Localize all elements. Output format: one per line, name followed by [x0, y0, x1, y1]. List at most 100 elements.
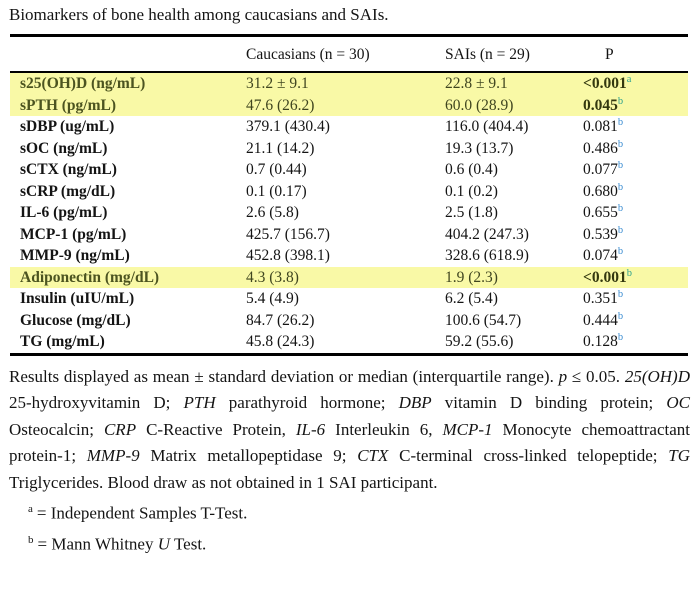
significance-test-superscript: b: [626, 267, 632, 279]
row-label: sOC (ng/mL): [20, 139, 108, 157]
caucasians-value: 0.1 (0.17): [246, 182, 307, 200]
sais-value: 60.0 (28.9): [445, 96, 514, 114]
abbreviation-term: CRP: [103, 419, 137, 439]
caucasians-value: 425.7 (156.7): [246, 225, 330, 243]
significance-test-superscript: b: [617, 310, 624, 322]
table-row: sPTH (pg/mL) 47.6 (26.2) 60.0 (28.9) 0.045b: [10, 94, 688, 116]
significance-test-superscript: b: [617, 245, 624, 257]
footnote-definitions: a = Independent Samples T-Test. b = Mann Wh…: [8, 496, 690, 557]
p-value: 0.486b: [583, 138, 624, 157]
abbreviation-term: 25(OH)D: [624, 366, 690, 386]
table-row: sDBP (ug/mL) 379.1 (430.4) 116.0 (404.4) 0.…: [10, 116, 688, 138]
table-footnote: Results displayed as mean ± standard dev…: [9, 364, 690, 497]
sais-value: 59.2 (55.6): [445, 333, 514, 350]
table-row: MMP-9 (ng/mL) 452.8 (398.1) 328.6 (618.9) 0…: [10, 245, 688, 267]
caucasians-value: 84.7 (26.2): [246, 311, 315, 329]
row-label: sDBP (ug/mL): [20, 118, 115, 135]
caucasians-value: 5.4 (4.9): [246, 290, 299, 307]
caucasians-value: 0.7 (0.44): [246, 161, 307, 178]
footnote-text: Matrix metallopeptidase 9;: [139, 446, 358, 465]
sais-value: 328.6 (618.9): [445, 247, 529, 264]
footnote-text: vitamin D binding protein;: [431, 393, 667, 412]
row-label: MMP-9 (ng/mL): [20, 247, 130, 264]
table-row: s25(OH)D (ng/mL) 31.2 ± 9.1 22.8 ± 9.1 <0.0…: [10, 73, 688, 95]
footnote-text: Monocyte chemoattractant protein-1;: [9, 419, 690, 466]
caucasians-value: 2.6 (5.8): [246, 204, 299, 221]
p-value: 0.655b: [583, 202, 624, 221]
table-row: TG (mg/mL) 45.8 (24.3) 59.2 (55.6) 0.128b: [10, 331, 688, 353]
sais-value: 19.3 (13.7): [445, 139, 514, 157]
p-value: 0.128b: [583, 331, 624, 350]
p-value: <0.001b: [583, 267, 632, 286]
caucasians-value: 21.1 (14.2): [246, 139, 315, 157]
p-value: 0.444b: [583, 310, 624, 329]
footnote-text: Results displayed as mean ± standard dev…: [9, 366, 559, 386]
sais-value: 100.6 (54.7): [445, 311, 522, 329]
sais-value: 0.1 (0.2): [445, 182, 498, 200]
table-header-row: Caucasians (n = 30) SAIs (n = 29) P: [10, 37, 688, 73]
column-header-caucasians: Caucasians (n = 30): [246, 46, 370, 63]
p-value: 0.081b: [583, 116, 624, 135]
table-row: Glucose (mg/dL) 84.7 (26.2) 100.6 (54.7) 0.…: [10, 310, 688, 332]
table-title: Biomarkers of bone health among caucasia…: [9, 5, 389, 24]
column-header-sais: SAIs (n = 29): [445, 46, 530, 63]
caucasians-value: 379.1 (430.4): [246, 118, 330, 135]
abbreviation-term: PTH: [183, 393, 216, 412]
sais-value: 6.2 (5.4): [445, 290, 498, 307]
significance-test-superscript: b: [617, 95, 624, 107]
sais-value: 1.9 (2.3): [445, 268, 498, 286]
p-value: 0.077b: [583, 159, 624, 178]
footnote-marker: b: [28, 533, 34, 546]
row-label: Insulin (uIU/mL): [20, 290, 135, 307]
significance-test-superscript: b: [617, 159, 624, 171]
caucasians-value: 31.2 ± 9.1: [246, 75, 309, 92]
table-row: sCTX (ng/mL) 0.7 (0.44) 0.6 (0.4) 0.077b: [10, 159, 688, 181]
row-label: Glucose (mg/dL): [20, 311, 131, 329]
footnote-text: parathyroid hormone;: [215, 393, 399, 412]
p-value: <0.001a: [583, 73, 632, 92]
significance-test-superscript: b: [617, 116, 624, 128]
table-row: Insulin (uIU/mL) 5.4 (4.9) 6.2 (5.4) 0.351b: [10, 288, 688, 310]
p-value: 0.351b: [583, 288, 624, 307]
table-row: MCP-1 (pg/mL) 425.7 (156.7) 404.2 (247.3) 0…: [10, 224, 688, 246]
sais-value: 2.5 (1.8): [445, 204, 498, 221]
footnote-text: 25-hydroxyvitamin D;: [9, 393, 184, 412]
abbreviation-term: DBP: [398, 393, 432, 412]
row-label: TG (mg/mL): [20, 333, 105, 350]
abbreviation-term: U: [157, 534, 171, 554]
abbreviation-term: MCP-1: [442, 419, 493, 439]
caucasians-value: 47.6 (26.2): [246, 96, 315, 114]
caucasians-value: 45.8 (24.3): [246, 333, 315, 350]
paper-table-figure: Biomarkers of bone health among caucasia…: [8, 5, 690, 557]
caucasians-value: 4.3 (3.8): [246, 268, 299, 286]
row-label: sPTH (pg/mL): [20, 96, 117, 114]
footnote-text: Test.: [170, 534, 207, 554]
row-label: MCP-1 (pg/mL): [20, 225, 127, 243]
p-value: 0.045b: [583, 95, 624, 114]
footnote-text: Interleukin 6,: [325, 419, 443, 439]
p-value: 0.539b: [583, 224, 624, 243]
sais-value: 404.2 (247.3): [445, 225, 529, 243]
footnote-text: = Mann Whitney: [37, 534, 158, 554]
footnote-text: Triglycerides. Blood draw as not obtaine…: [9, 472, 438, 492]
p-value: 0.680b: [583, 181, 624, 200]
footnote-text: C-Reactive Protein,: [136, 419, 296, 439]
row-label: sCRP (mg/dL): [20, 182, 116, 200]
row-label: IL-6 (pg/mL): [20, 204, 108, 221]
abbreviation-term: CTX: [357, 446, 389, 465]
table-row: sCRP (mg/dL) 0.1 (0.17) 0.1 (0.2) 0.680b: [10, 181, 688, 203]
significance-test-superscript: b: [617, 224, 624, 236]
row-label: Adiponectin (mg/dL): [20, 268, 160, 286]
footnote-marker: a: [28, 503, 33, 515]
table-row: Adiponectin (mg/dL) 4.3 (3.8) 1.9 (2.3) <0.…: [10, 266, 688, 288]
p-value: 0.074b: [583, 245, 624, 264]
table-row: sOC (ng/mL) 21.1 (14.2) 19.3 (13.7) 0.486b: [10, 138, 688, 160]
significance-test-superscript: b: [617, 288, 624, 300]
column-header-p: P: [605, 46, 614, 63]
sais-value: 116.0 (404.4): [445, 118, 529, 135]
row-label: sCTX (ng/mL): [20, 161, 117, 178]
caucasians-value: 452.8 (398.1): [246, 247, 330, 264]
footnote-text: C-terminal cross-linked telopeptide;: [388, 446, 669, 465]
sais-value: 22.8 ± 9.1: [445, 75, 508, 92]
significance-test-superscript: a: [626, 73, 632, 85]
